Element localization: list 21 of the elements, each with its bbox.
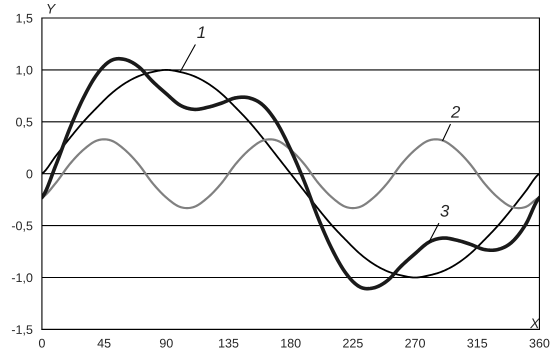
x-tick-label: 45 (97, 338, 111, 348)
x-axis-title: X (530, 318, 540, 328)
y-tick-label: -1,5 (12, 325, 32, 336)
y-tick-label: 1,0 (16, 66, 32, 76)
x-tick-label: 0 (38, 338, 45, 348)
x-tick-label: 180 (281, 338, 301, 348)
x-tick-label: 135 (219, 338, 238, 348)
y-tick-label: 0,5 (16, 118, 32, 128)
x-tick-label: 270 (405, 338, 425, 348)
y-tick-label: 1,5 (16, 14, 32, 24)
annotation: 3 (440, 204, 450, 217)
y-axis-title: Y (47, 4, 56, 14)
x-tick-label: 225 (343, 338, 363, 348)
x-tick-label: 360 (529, 338, 550, 348)
y-tick-label: 0 (26, 170, 32, 178)
x-tick-label: 315 (467, 338, 488, 348)
x-tick-label: 90 (160, 338, 173, 348)
annotation: 1 (197, 26, 205, 38)
annotation: 2 (450, 106, 460, 118)
y-tick-label: -0,5 (12, 221, 32, 232)
y-tick-label: -1,0 (12, 273, 32, 284)
